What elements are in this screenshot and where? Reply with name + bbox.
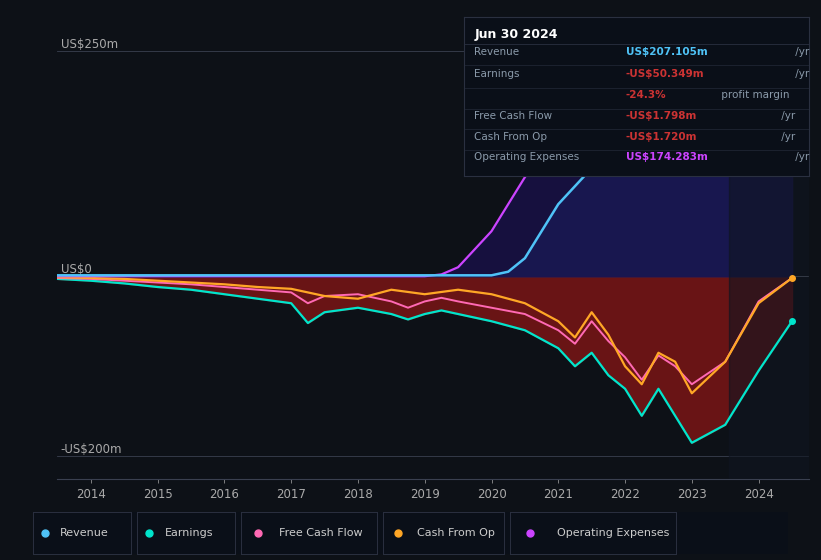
Text: /yr: /yr <box>777 132 795 142</box>
Text: US$174.283m: US$174.283m <box>626 152 708 162</box>
Text: Cash From Op: Cash From Op <box>417 529 495 538</box>
Text: US$207.105m: US$207.105m <box>626 47 708 57</box>
Text: /yr: /yr <box>792 69 810 80</box>
Text: Earnings: Earnings <box>475 69 520 80</box>
Text: Operating Expenses: Operating Expenses <box>475 152 580 162</box>
Bar <box>728 20 809 479</box>
Text: -US$1.798m: -US$1.798m <box>626 111 697 121</box>
Text: Earnings: Earnings <box>164 529 213 538</box>
Text: -US$200m: -US$200m <box>61 444 122 456</box>
Text: Cash From Op: Cash From Op <box>475 132 548 142</box>
Text: Free Cash Flow: Free Cash Flow <box>279 529 363 538</box>
Text: /yr: /yr <box>792 47 810 57</box>
Text: US$0: US$0 <box>61 263 92 276</box>
Text: /yr: /yr <box>777 111 795 121</box>
Text: Free Cash Flow: Free Cash Flow <box>475 111 553 121</box>
Text: Revenue: Revenue <box>60 529 109 538</box>
Text: -US$1.720m: -US$1.720m <box>626 132 697 142</box>
Text: -24.3%: -24.3% <box>626 90 667 100</box>
Text: US$250m: US$250m <box>61 38 118 51</box>
Text: profit margin: profit margin <box>718 90 790 100</box>
Text: -US$50.349m: -US$50.349m <box>626 69 704 80</box>
Text: Operating Expenses: Operating Expenses <box>557 529 669 538</box>
Text: Jun 30 2024: Jun 30 2024 <box>475 28 557 41</box>
Text: /yr: /yr <box>792 152 810 162</box>
Text: Revenue: Revenue <box>475 47 520 57</box>
